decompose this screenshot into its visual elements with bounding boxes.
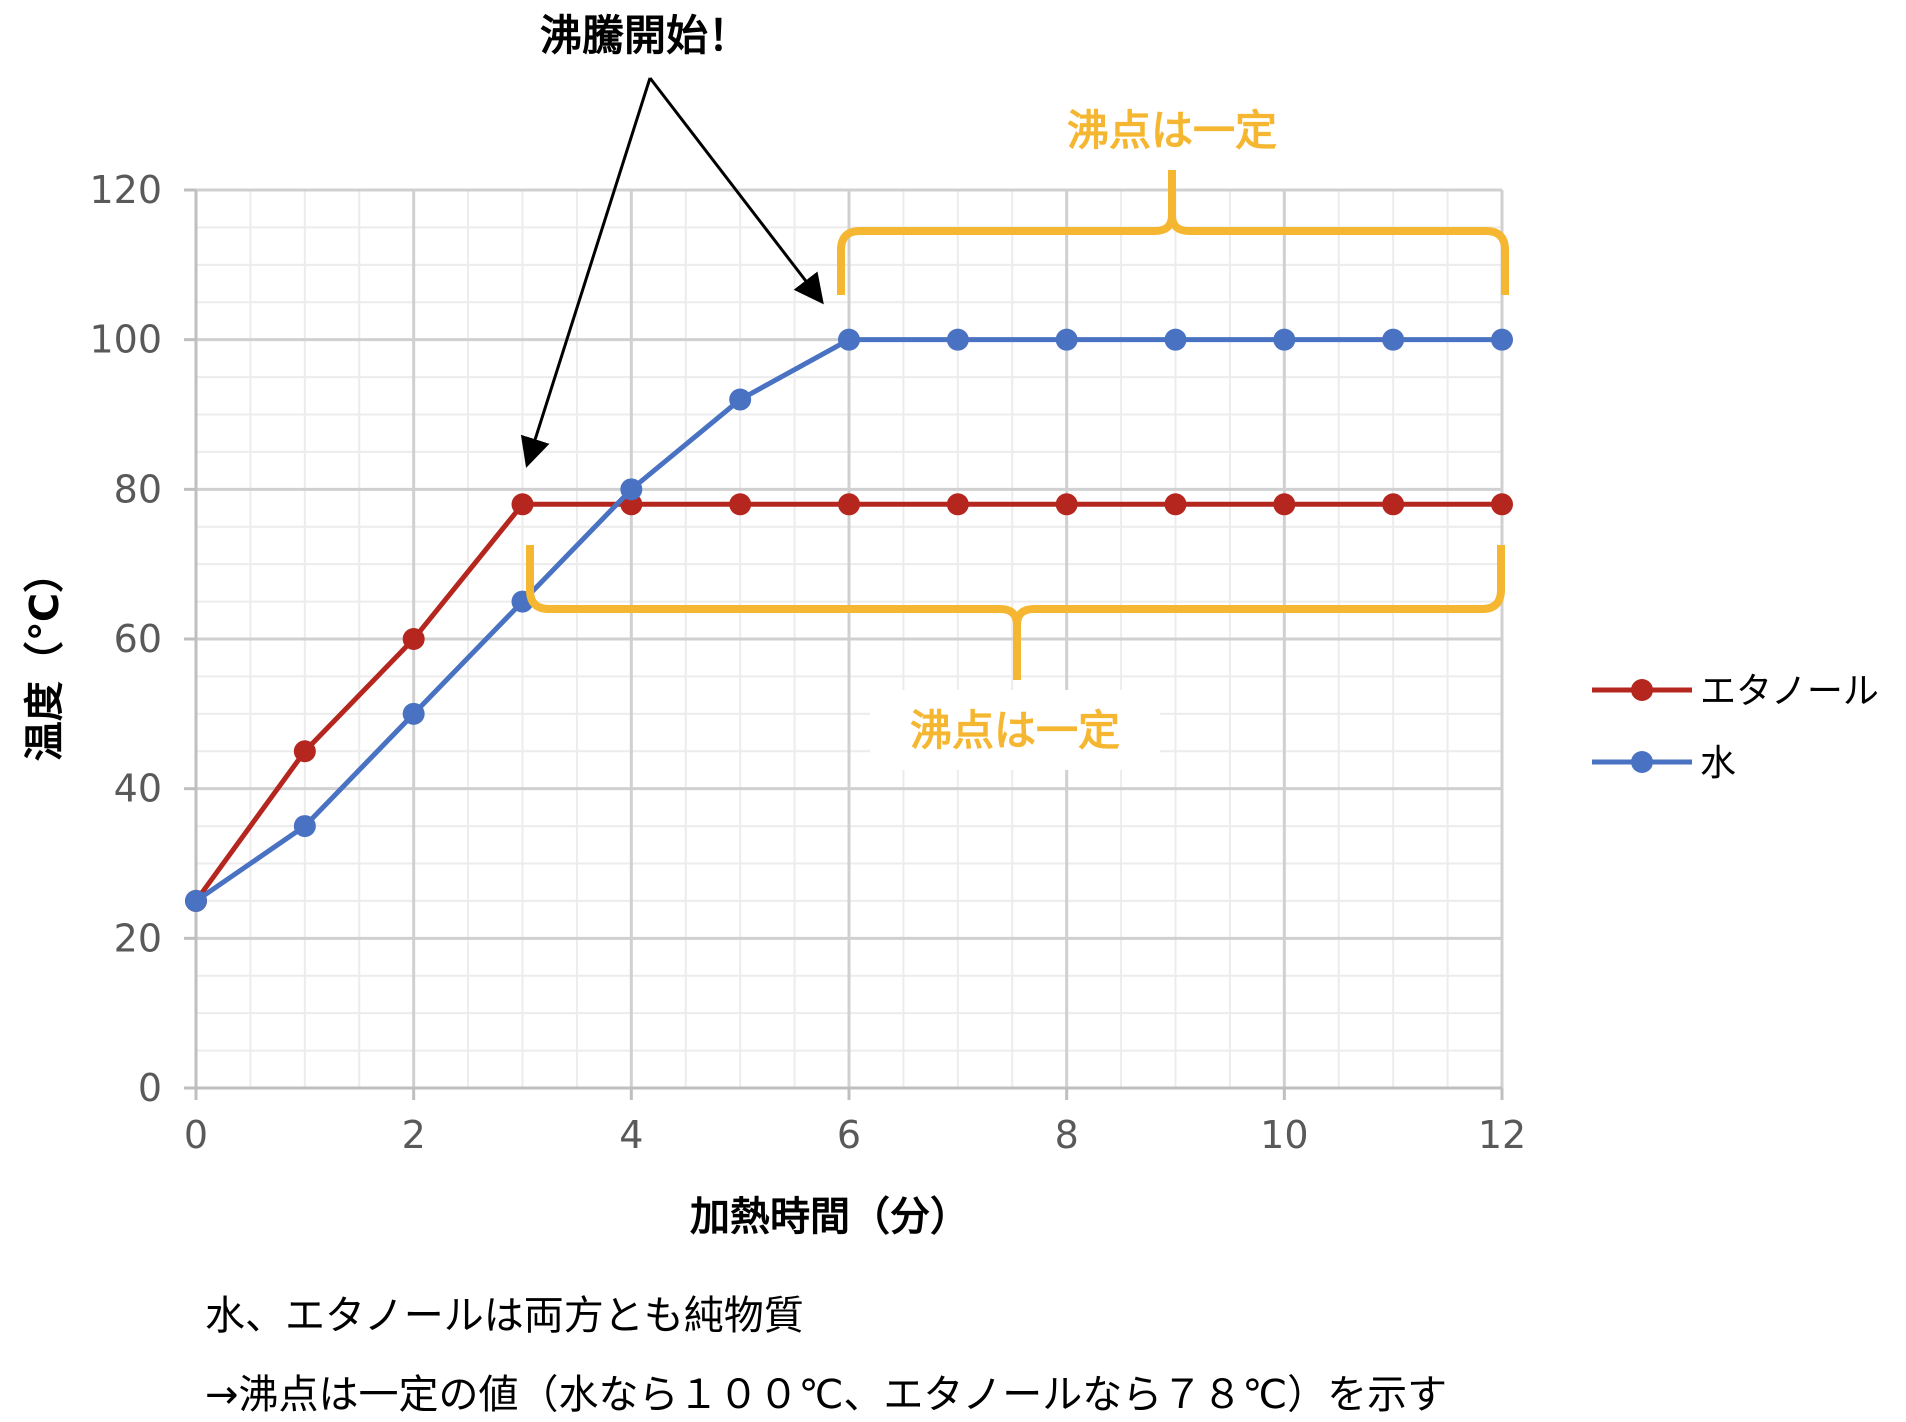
- x-tick-label: 2: [402, 1113, 426, 1157]
- legend-label-water: 水: [1700, 743, 1736, 784]
- x-tick-label: 6: [837, 1113, 861, 1157]
- y-tick-label: 80: [114, 467, 162, 511]
- data-point-series-0: [1055, 493, 1078, 516]
- tick-labels: 0 20 40 60 80 100 120 0 2 4 6 8 10 12: [89, 168, 1526, 1157]
- boiling-arrow-ethanol: [520, 77, 652, 468]
- data-point-series-0: [1273, 493, 1296, 516]
- water-plateau-label: 沸点は一定: [1067, 106, 1277, 155]
- x-axis-title: 加熱時間（分）: [690, 1194, 970, 1240]
- data-point-series-1: [620, 478, 643, 501]
- data-point-series-0: [946, 493, 969, 516]
- data-point-series-1: [293, 815, 316, 838]
- data-point-series-1: [402, 702, 425, 725]
- y-tick-label: 100: [89, 318, 162, 362]
- data-point-series-0: [511, 493, 534, 516]
- x-tick-label: 10: [1260, 1113, 1308, 1157]
- y-tick-label: 40: [114, 767, 162, 811]
- data-point-series-1: [838, 328, 860, 351]
- y-axis-title: 温度（℃）: [22, 553, 68, 761]
- boiling-start-label: 沸騰開始！: [540, 11, 750, 60]
- y-tick-label: 60: [114, 617, 162, 661]
- legend-label-ethanol: エタノール: [1700, 671, 1879, 712]
- axes: [184, 188, 1504, 1100]
- legend-marker-ethanol: [1631, 679, 1653, 701]
- data-point-series-1: [185, 889, 207, 912]
- data-point-series-1: [946, 328, 969, 351]
- data-point-series-1: [1491, 328, 1513, 351]
- y-tick-label: 0: [138, 1066, 162, 1110]
- data-point-series-1: [1164, 328, 1187, 351]
- data-point-series-1: [1273, 328, 1296, 351]
- line-chart: 0 20 40 60 80 100 120 0 2 4 6 8 10 12 加熱時間（分） 温度（℃） 沸…: [22, 11, 1879, 1240]
- data-point-series-0: [838, 493, 860, 516]
- ethanol-plateau-bracket: [526, 545, 1505, 680]
- major-gridlines: [194, 188, 1504, 1090]
- ethanol-plateau-label: 沸点は一定: [910, 706, 1120, 755]
- x-tick-label: 8: [1055, 1113, 1079, 1157]
- x-tick-label: 12: [1478, 1113, 1526, 1157]
- data-point-series-1: [1382, 328, 1405, 351]
- data-point-series-0: [1491, 493, 1513, 516]
- data-point-series-0: [402, 628, 425, 650]
- data-point-series-0: [293, 740, 316, 763]
- x-tick-label: 0: [184, 1113, 208, 1157]
- y-tick-label: 120: [89, 168, 162, 212]
- y-tick-label: 20: [114, 916, 162, 960]
- caption-line-2: →沸点は一定の値（水なら１００℃、エタノールなら７８℃）を示す: [205, 1372, 1448, 1418]
- data-point-series-0: [1382, 493, 1405, 516]
- caption-line-1: 水、エタノールは両方とも純物質: [205, 1293, 804, 1339]
- legend-marker-water: [1631, 751, 1653, 773]
- water-plateau-label-bg: [1028, 92, 1318, 162]
- data-point-series-0: [729, 493, 752, 516]
- x-tick-label: 4: [619, 1113, 643, 1157]
- data-point-series-1: [729, 388, 752, 411]
- boiling-arrow-water: [648, 77, 824, 305]
- data-point-series-0: [1164, 493, 1187, 516]
- series-group: [185, 328, 1513, 912]
- legend: エタノール 水: [1592, 671, 1879, 784]
- ethanol-plateau-label-bg: [870, 690, 1160, 770]
- data-point-series-1: [1055, 328, 1078, 351]
- water-plateau-bracket: [837, 170, 1509, 295]
